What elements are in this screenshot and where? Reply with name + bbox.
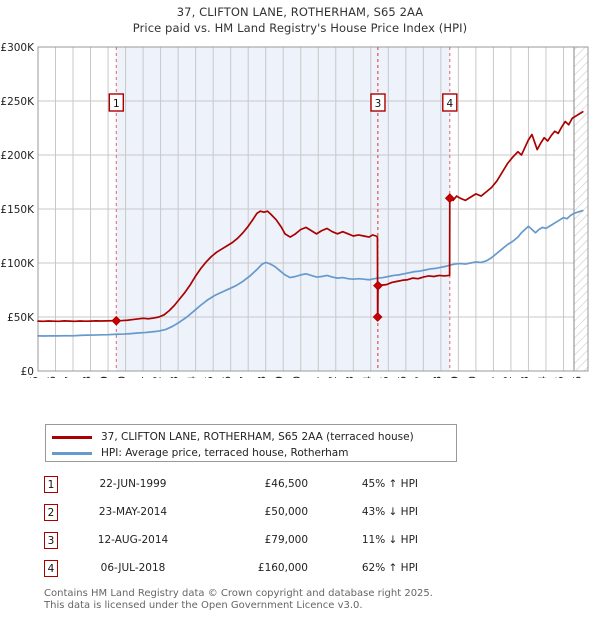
legend-swatch-property bbox=[52, 435, 92, 439]
series-line-hpi bbox=[37, 209, 584, 337]
transaction-point-marker[interactable] bbox=[111, 315, 122, 326]
transaction-marker-box[interactable] bbox=[442, 93, 458, 112]
title-block: 37, CLIFTON LANE, ROTHERHAM, S65 2AA Pri… bbox=[0, 4, 600, 36]
transactions-table: 1 22-JUN-1999 £46,500 45% ↑ HPI 2 23-MAY-2014… bbox=[44, 470, 464, 582]
legend-item-property: 37, CLIFTON LANE, ROTHERHAM, S65 2AA (te… bbox=[52, 429, 450, 445]
x-axis-tick-label: 2005 bbox=[204, 376, 216, 378]
x-axis-tick-label: 2021 bbox=[484, 376, 496, 378]
transaction-point-marker[interactable] bbox=[373, 280, 383, 291]
transaction-date: 06-JUL-2018 bbox=[100, 562, 166, 574]
x-axis-tick-label: 2017 bbox=[414, 376, 426, 378]
page-title: 37, CLIFTON LANE, ROTHERHAM, S65 2AA bbox=[176, 5, 424, 19]
x-axis-tick-label: 2007 bbox=[239, 376, 251, 378]
x-axis-tick-label: 2016 bbox=[397, 376, 409, 378]
transaction-hpi-delta: 43% ↓ HPI bbox=[361, 506, 418, 518]
plot-border bbox=[37, 46, 589, 372]
transaction-point-marker[interactable] bbox=[372, 312, 383, 322]
legend-label-hpi: HPI: Average price, terraced house, Roth… bbox=[101, 447, 349, 459]
x-axis-tick-label: 2011 bbox=[309, 376, 321, 378]
transaction-price: £79,000 bbox=[264, 534, 308, 546]
footer-line-1: Contains HM Land Registry data © Crown c… bbox=[44, 588, 433, 599]
chart-legend: 37, CLIFTON LANE, ROTHERHAM, S65 2AA (te… bbox=[45, 424, 457, 462]
table-row: 3 12-AUG-2014 £79,000 11% ↓ HPI bbox=[44, 526, 464, 554]
y-axis-tick-label: £50K bbox=[7, 312, 35, 324]
x-axis-tick-label: 2004 bbox=[187, 376, 199, 378]
transaction-hpi-delta: 11% ↓ HPI bbox=[361, 534, 418, 546]
transaction-index-badge: 3 bbox=[44, 531, 58, 549]
transaction-index-badge: 1 bbox=[44, 475, 58, 493]
footer-line-2: This data is licensed under the Open Gov… bbox=[44, 600, 363, 611]
x-axis-tick-label: 2019 bbox=[449, 376, 461, 378]
x-axis-tick-label: 2023 bbox=[519, 376, 531, 378]
chart-area: £0 £50K £100K £150K £200K £250K £300K 1 3 4 1995 19… bbox=[0, 38, 600, 403]
table-row: 4 06-JUL-2018 £160,000 62% ↑ HPI bbox=[44, 554, 464, 582]
transaction-date: 23-MAY-2014 bbox=[98, 506, 168, 518]
transaction-date: 22-JUN-1999 bbox=[99, 478, 167, 490]
table-row: 1 22-JUN-1999 £46,500 45% ↑ HPI bbox=[44, 470, 464, 498]
x-axis-tick-label: 2009 bbox=[274, 376, 286, 378]
x-axis-tick-label: 2014 bbox=[362, 376, 374, 378]
transaction-marker-box[interactable] bbox=[108, 93, 124, 112]
x-axis-tick-label: 2000 bbox=[117, 376, 129, 378]
y-axis-tick-label: £150K bbox=[0, 204, 35, 216]
y-axis-tick-label: £300K bbox=[0, 42, 35, 54]
page-subtitle: Price paid vs. HM Land Registry's House … bbox=[132, 21, 468, 35]
series-line-property bbox=[37, 110, 584, 323]
transaction-marker-label: 1 bbox=[113, 98, 120, 110]
y-axis-tick-label: £250K bbox=[0, 96, 35, 108]
x-axis-tick-label: 2024 bbox=[537, 376, 549, 378]
x-axis-tick-label: 2002 bbox=[152, 376, 164, 378]
forecast-hatch-band bbox=[573, 47, 588, 371]
legend-label-property: 37, CLIFTON LANE, ROTHERHAM, S65 2AA (te… bbox=[101, 431, 414, 443]
price-history-chart: £0 £50K £100K £150K £200K £250K £300K 1 3 4 1995 19… bbox=[0, 42, 589, 403]
x-axis-tick-label: 2025 bbox=[554, 376, 566, 378]
y-axis-tick-label: £100K bbox=[0, 258, 35, 270]
x-axis-tick-label: 2018 bbox=[432, 376, 444, 378]
transaction-point-marker[interactable] bbox=[444, 193, 455, 204]
transaction-marker-box[interactable] bbox=[370, 93, 386, 112]
transaction-price: £160,000 bbox=[257, 562, 308, 574]
x-axis-tick-label: 2003 bbox=[169, 376, 181, 378]
x-axis-tick-label: 2008 bbox=[257, 376, 269, 378]
x-axis-tick-label: 1995 bbox=[29, 376, 41, 378]
x-axis-tick-label: 2026 bbox=[572, 376, 584, 378]
transaction-price: £50,000 bbox=[264, 506, 308, 518]
x-axis-tick-label: 2020 bbox=[467, 376, 479, 378]
x-axis-tick-label: 1997 bbox=[64, 376, 76, 378]
x-axis-tick-label: 2001 bbox=[134, 376, 146, 378]
table-row: 2 23-MAY-2014 £50,000 43% ↓ HPI bbox=[44, 498, 464, 526]
x-axis-tick-label: 2012 bbox=[327, 376, 339, 378]
y-axis-tick-label: £200K bbox=[0, 150, 35, 162]
x-axis-tick-label: 2015 bbox=[379, 376, 391, 378]
transaction-marker-label: 3 bbox=[375, 98, 382, 110]
x-axis-tick-label: 1996 bbox=[47, 376, 59, 378]
transaction-date: 12-AUG-2014 bbox=[97, 534, 169, 546]
x-axis-tick-label: 2006 bbox=[222, 376, 234, 378]
transaction-hpi-delta: 62% ↑ HPI bbox=[361, 562, 418, 574]
x-axis-tick-label: 2013 bbox=[344, 376, 356, 378]
transaction-index-badge: 2 bbox=[44, 503, 58, 521]
transaction-hpi-delta: 45% ↑ HPI bbox=[361, 478, 418, 490]
transaction-marker-label: 4 bbox=[446, 98, 453, 110]
x-axis-tick-label: 2010 bbox=[292, 376, 304, 378]
y-axis-tick-label: £0 bbox=[21, 366, 34, 378]
x-axis-tick-label: 1998 bbox=[82, 376, 94, 378]
transaction-index-badge: 4 bbox=[44, 559, 58, 577]
legend-swatch-hpi bbox=[52, 451, 92, 455]
transaction-price: £46,500 bbox=[264, 478, 308, 490]
legend-item-hpi: HPI: Average price, terraced house, Roth… bbox=[52, 445, 450, 461]
x-axis-tick-label: 2022 bbox=[502, 376, 514, 378]
footer-attribution: Contains HM Land Registry data © Crown c… bbox=[44, 588, 564, 612]
x-axis-tick-label: 1999 bbox=[99, 376, 111, 378]
